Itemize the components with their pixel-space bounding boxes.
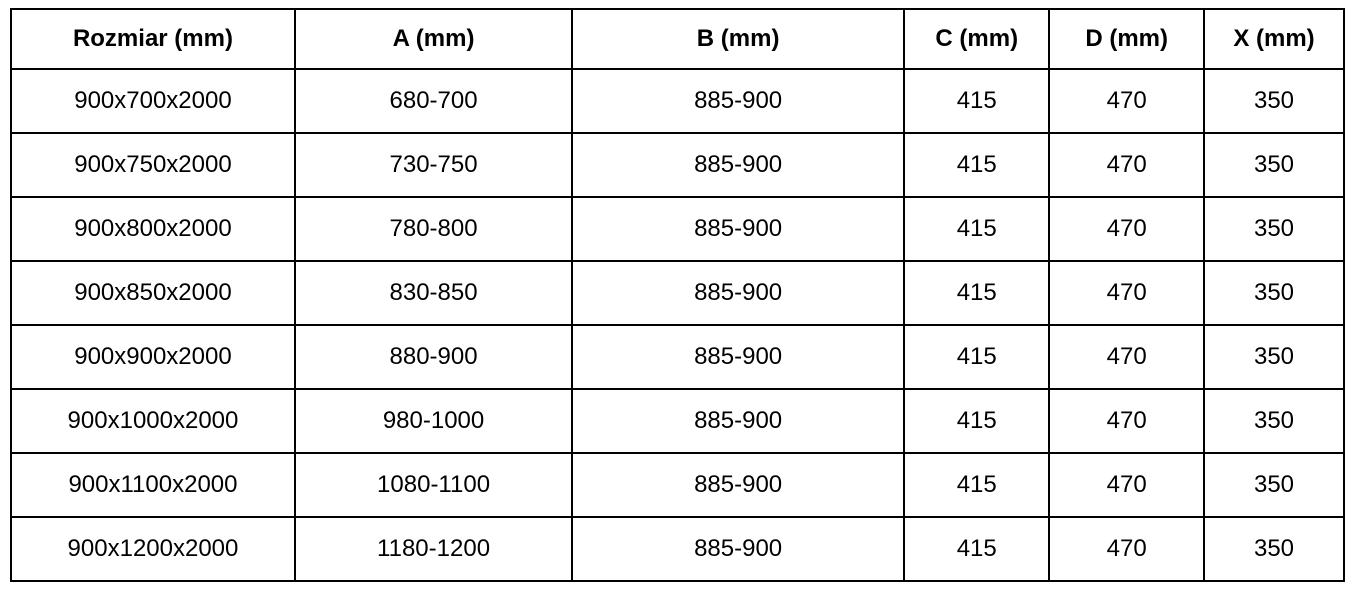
table-cell: 415 [903, 260, 1051, 326]
table-cell: 415 [903, 388, 1051, 454]
table-cell: 470 [1048, 260, 1205, 326]
table-cell: 900x1000x2000 [10, 388, 296, 454]
table-cell: 415 [903, 452, 1051, 518]
table-row: 900x750x2000 730-750 885-900 415 470 350 [10, 132, 1345, 198]
table-cell: 350 [1203, 324, 1345, 390]
column-header-c: C (mm) [903, 8, 1051, 70]
table-cell: 470 [1048, 324, 1205, 390]
table-cell: 830-850 [293, 260, 574, 326]
table-cell: 900x1100x2000 [10, 452, 296, 518]
table-cell: 470 [1048, 452, 1205, 518]
table-cell: 350 [1203, 260, 1345, 326]
table-cell: 350 [1203, 196, 1345, 262]
table-row: 900x900x2000 880-900 885-900 415 470 350 [10, 324, 1345, 390]
table-row: 900x1100x2000 1080-1100 885-900 415 470 350 [10, 452, 1345, 518]
table-cell: 415 [903, 196, 1051, 262]
column-header-a: A (mm) [293, 8, 574, 70]
table-cell: 900x750x2000 [10, 132, 296, 198]
table-cell: 415 [903, 132, 1051, 198]
table-header-row: Rozmiar (mm) A (mm) B (mm) C (mm) D (mm)… [10, 8, 1345, 70]
table-body: 900x700x2000 680-700 885-900 415 470 350 900x7… [10, 68, 1345, 582]
table-cell: 1180-1200 [293, 516, 574, 582]
table-cell: 415 [903, 68, 1051, 134]
table-cell: 470 [1048, 68, 1205, 134]
table-cell: 900x800x2000 [10, 196, 296, 262]
table-cell: 885-900 [571, 516, 906, 582]
table-cell: 880-900 [293, 324, 574, 390]
table-cell: 885-900 [571, 132, 906, 198]
table-cell: 350 [1203, 132, 1345, 198]
table-cell: 885-900 [571, 324, 906, 390]
table-row: 900x700x2000 680-700 885-900 415 470 350 [10, 68, 1345, 134]
column-header-rozmiar: Rozmiar (mm) [10, 8, 296, 70]
table-cell: 350 [1203, 68, 1345, 134]
table-cell: 885-900 [571, 452, 906, 518]
table-cell: 470 [1048, 516, 1205, 582]
dimensions-table: Rozmiar (mm) A (mm) B (mm) C (mm) D (mm)… [10, 8, 1345, 582]
table-cell: 900x700x2000 [10, 68, 296, 134]
table-cell: 415 [903, 324, 1051, 390]
table-cell: 885-900 [571, 68, 906, 134]
table-cell: 350 [1203, 516, 1345, 582]
table-cell: 885-900 [571, 388, 906, 454]
table-cell: 350 [1203, 388, 1345, 454]
table-cell: 680-700 [293, 68, 574, 134]
table-cell: 900x850x2000 [10, 260, 296, 326]
table-cell: 415 [903, 516, 1051, 582]
table-cell: 780-800 [293, 196, 574, 262]
table-cell: 730-750 [293, 132, 574, 198]
column-header-d: D (mm) [1048, 8, 1205, 70]
table-cell: 980-1000 [293, 388, 574, 454]
table-cell: 885-900 [571, 260, 906, 326]
table-row: 900x800x2000 780-800 885-900 415 470 350 [10, 196, 1345, 262]
column-header-x: X (mm) [1203, 8, 1345, 70]
table-row: 900x1200x2000 1180-1200 885-900 415 470 350 [10, 516, 1345, 582]
column-header-b: B (mm) [571, 8, 906, 70]
table-cell: 900x900x2000 [10, 324, 296, 390]
table-cell: 885-900 [571, 196, 906, 262]
table-cell: 350 [1203, 452, 1345, 518]
table-cell: 470 [1048, 196, 1205, 262]
table-cell: 1080-1100 [293, 452, 574, 518]
table-cell: 470 [1048, 132, 1205, 198]
table-cell: 900x1200x2000 [10, 516, 296, 582]
table-cell: 470 [1048, 388, 1205, 454]
table-row: 900x1000x2000 980-1000 885-900 415 470 350 [10, 388, 1345, 454]
table-row: 900x850x2000 830-850 885-900 415 470 350 [10, 260, 1345, 326]
